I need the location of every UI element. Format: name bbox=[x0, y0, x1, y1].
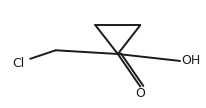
Text: OH: OH bbox=[181, 54, 200, 67]
Text: O: O bbox=[135, 87, 145, 100]
Text: Cl: Cl bbox=[12, 57, 24, 70]
